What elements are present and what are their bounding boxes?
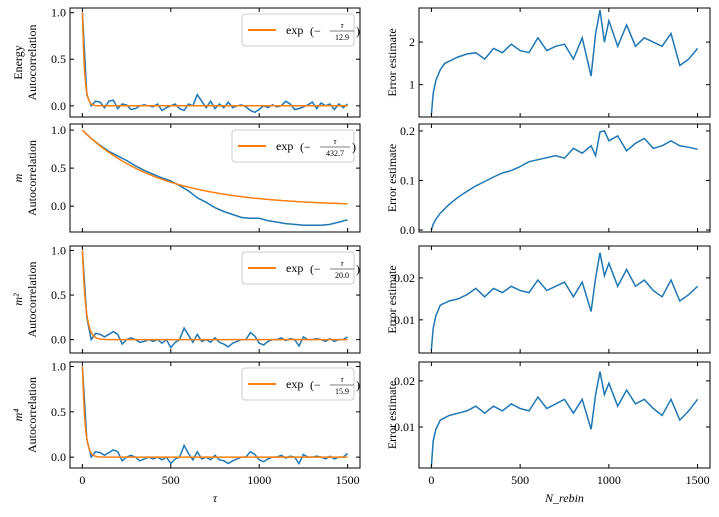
axes-frame [418,361,711,469]
exp-fit-line [81,250,348,341]
y-tick-label: 0.2 [400,124,415,138]
y-tick-label: 0.1 [400,173,415,187]
x-tick-label: 1500 [686,473,710,487]
axes-frame [69,123,361,233]
panel-right-1: 1 2 Error estimate [385,7,711,118]
y-axis-label: Error estimate [385,381,399,449]
y-axis-label: Error estimate [385,265,399,333]
exp-fit-line [81,129,348,205]
x-tick-label: 1500 [336,473,360,487]
legend: exp (− τ 12.9) [241,13,360,47]
autocorrelation-line [81,12,349,114]
legend-paren: (− [310,24,321,38]
legend: exp (− τ 15.9) [241,367,360,401]
legend-paren-close: ) [352,140,356,154]
exp-fit-line [81,12,348,107]
legend-paren-close: ) [356,378,360,392]
legend-denominator: 20.0 [335,271,349,280]
error-estimate-line [430,9,699,115]
y-tick-label: 0.0 [51,99,66,113]
legend-tau: τ [341,375,345,384]
y-tick-label: 0.0 [400,223,415,237]
legend-denominator: 432.7 [326,149,344,158]
axes-frame [69,7,361,118]
y-tick-label: 1.0 [51,123,66,137]
y-tick-label: 0.5 [51,288,66,302]
y-tick-label: 1.0 [51,360,66,374]
y-tick-label: 0.5 [51,161,66,175]
legend-tau: τ [341,259,345,268]
error-estimate-line [430,130,698,231]
y-tick-label: 1.0 [51,243,66,257]
legend-denominator: 12.9 [335,33,349,42]
y-tick-label: 0.0 [51,333,66,347]
y-tick-label: 0.01 [394,420,415,434]
legend-exp-label: exp [286,23,303,37]
legend-exp-label: exp [276,139,293,153]
y-tick-label: 0.5 [51,405,66,419]
x-tick-label: 0 [428,473,434,487]
axes-frame [69,245,361,354]
legend-tau: τ [334,137,338,146]
x-tick-label: 1000 [247,473,271,487]
axes-frame [69,361,361,469]
y-axis-label: Error estimate [385,28,399,96]
panel-left-4: 0 500 1000 1500 0.0 0.5 1.0 m⁴ Autocorrelation ex… [11,360,361,505]
y-axis-label: Autocorrelation [25,262,39,338]
y-tick-label: 2 [409,35,415,49]
panel-left-1: 0.0 0.5 1.0 Energy Autocorrelation exp (− τ 12.9… [11,6,361,118]
legend-paren-close: ) [356,24,360,38]
legend-paren: (− [310,262,321,276]
x-tick-label: 500 [511,473,529,487]
axes-frame [418,123,711,233]
y-tick-label: 1.0 [51,6,66,20]
panel-left-2: 0.0 0.5 1.0 m Autocorrelation exp (− τ 432.7) [11,123,361,233]
x-tick-label: 500 [162,473,180,487]
y-axis-label: Autocorrelation [25,140,39,216]
legend-tau: τ [341,21,345,30]
y-tick-label: 0.02 [394,271,415,285]
y-tick-label: 0.0 [51,450,66,464]
legend-denominator: 15.9 [335,387,349,396]
y-axis-label-quantity: m² [11,293,25,306]
error-estimate-line [430,371,699,467]
panel-left-3: 0.0 0.5 1.0 m² Autocorrelation exp (− τ 20.0) [11,243,361,354]
legend-paren: (− [310,378,321,392]
axes-frame [418,7,711,118]
axes-frame [418,245,711,354]
error-estimate-line [430,252,699,350]
y-tick-label: 0.5 [51,52,66,66]
x-tick-label: 1000 [597,473,621,487]
autocorrelation-line [81,129,348,226]
y-axis-label-quantity: Energy [11,45,25,79]
legend-exp-label: exp [286,261,303,275]
y-tick-label: 0.02 [394,374,415,388]
x-axis-label: N_rebin [544,491,584,505]
legend: exp (− τ 432.7) [231,129,356,163]
y-tick-label: 0.01 [394,313,415,327]
legend: exp (− τ 20.0) [241,251,360,285]
y-tick-label: 0.0 [51,199,66,213]
legend-exp-label: exp [286,377,303,391]
x-tick-label: 0 [79,473,85,487]
y-axis-label-quantity: m [11,173,25,182]
y-axis-label: Autocorrelation [25,377,39,453]
legend-paren: (− [300,140,311,154]
y-axis-label: Autocorrelation [25,25,39,101]
legend-paren-close: ) [356,262,360,276]
exp-fit-line [81,366,348,458]
y-axis-label-quantity: m⁴ [11,409,25,422]
y-tick-label: 1 [409,78,415,92]
x-axis-label: τ [213,491,218,505]
y-axis-label: Error estimate [385,144,399,212]
